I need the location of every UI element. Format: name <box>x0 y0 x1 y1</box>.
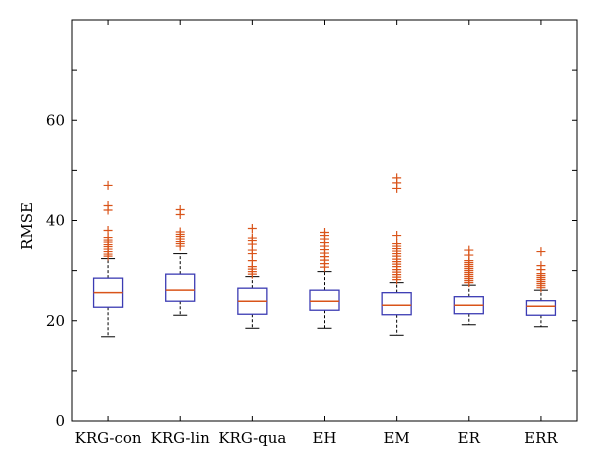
x-tick-label: EH <box>312 429 336 447</box>
plot-frame <box>71 19 578 422</box>
outlier-point <box>392 239 402 249</box>
y-tick-label: 40 <box>46 212 65 230</box>
outlier-point <box>536 261 546 271</box>
outlier-point <box>536 247 546 257</box>
outlier-point <box>320 228 329 238</box>
x-tick-label: ERR <box>524 429 558 447</box>
outlier-point <box>103 226 113 236</box>
outlier-point <box>175 204 185 214</box>
outlier-point <box>103 180 113 190</box>
outlier-point <box>392 173 402 183</box>
outlier-point <box>247 224 257 234</box>
outlier-point <box>103 200 113 210</box>
x-tick-label: ER <box>458 429 481 447</box>
outlier-point <box>175 227 185 237</box>
y-tick-label: 60 <box>46 111 65 129</box>
x-tick-label: KRG-lin <box>151 429 210 447</box>
y-axis-label: RMSE <box>18 202 36 250</box>
iqr-box <box>309 289 340 311</box>
outlier-point <box>464 245 474 255</box>
plot-area: 0 20 40 60 KRG-con KRG-lin KRG-qua EH EM ER ERR <box>46 19 578 447</box>
x-tick-label: KRG-con <box>75 429 142 447</box>
iqr-box <box>525 300 557 316</box>
y-tick-label: 0 <box>55 412 65 430</box>
iqr-box <box>381 292 412 316</box>
x-tick-label: EM <box>383 429 409 447</box>
iqr-box <box>165 273 196 302</box>
x-tick-label: KRG-qua <box>218 429 286 447</box>
outlier-point <box>247 233 257 243</box>
y-tick-label: 20 <box>46 312 65 330</box>
outlier-point <box>392 231 402 241</box>
